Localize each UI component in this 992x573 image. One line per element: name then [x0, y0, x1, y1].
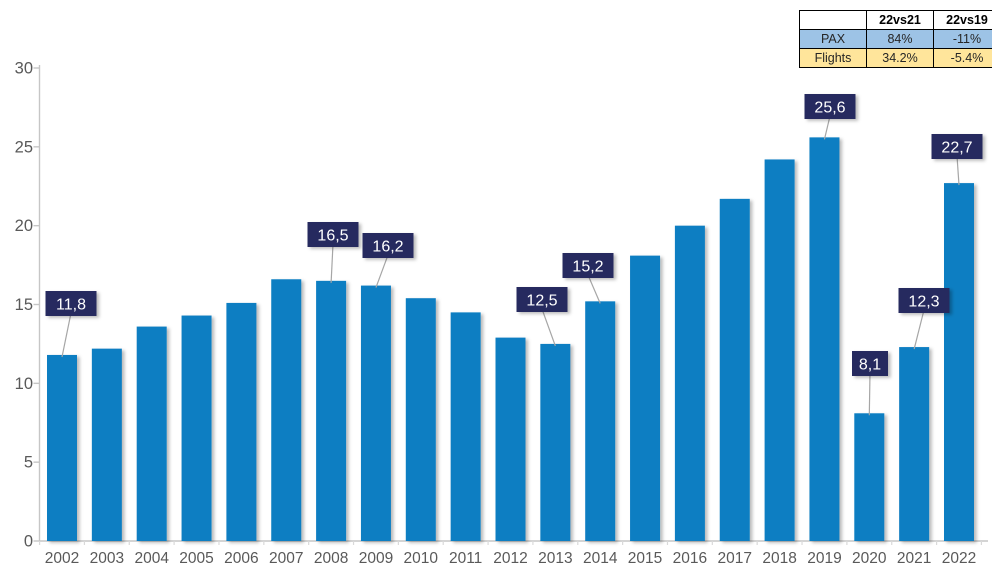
summary-row-pax: PAX 84% -11%: [799, 29, 992, 49]
bar-2006: [226, 302, 257, 541]
data-label-text-2022: 22,7: [941, 140, 972, 157]
x-axis-label: 2016: [673, 550, 707, 567]
y-tick-label: 25: [15, 138, 33, 156]
flights-row-label: Flights: [799, 48, 867, 68]
data-label-box-2009: [362, 233, 414, 258]
data-label-text-2019: 25,6: [814, 100, 845, 117]
leader-line-2020: [868, 372, 871, 416]
x-axis-label: 2009: [359, 550, 393, 567]
flights-22vs19-value: -5.4%: [933, 48, 992, 68]
pax-row-label: PAX: [799, 29, 867, 49]
x-axis-label: 2015: [628, 550, 662, 567]
leader-line-2019: [823, 115, 831, 140]
data-label-box-2022: [931, 134, 983, 159]
x-axis-label: 2020: [852, 550, 887, 567]
data-label-text-2008: 16,5: [317, 228, 348, 245]
data-label-box-2002: [45, 291, 97, 316]
bar-2016: [674, 225, 705, 541]
x-axis-label: 2008: [314, 550, 348, 567]
x-axis-label: 2005: [179, 550, 213, 567]
bar-2018: [764, 159, 795, 542]
pax-22vs19-value: -11%: [933, 29, 992, 49]
x-axis-label: 2013: [538, 550, 572, 567]
x-axis-label: 2002: [45, 550, 79, 567]
x-axis-label: 2011: [449, 550, 482, 567]
x-axis-label: 2018: [762, 550, 796, 567]
x-axis-label: 2004: [134, 550, 169, 567]
data-label-box-2008: [307, 222, 359, 247]
summary-row-flights: Flights 34.2% -5.4%: [799, 48, 992, 68]
y-tick-label: 0: [24, 533, 33, 551]
data-label-text-2020: 8,1: [859, 357, 881, 374]
bar-2008: [316, 280, 347, 541]
data-label-text-2014: 15,2: [572, 259, 603, 276]
y-tick-label: 15: [15, 296, 33, 314]
x-axis-label: 2010: [404, 550, 439, 567]
flights-22vs21-value: 34.2%: [866, 48, 934, 68]
x-axis-label: 2021: [897, 550, 931, 567]
bar-2022: [944, 183, 974, 541]
data-label-box-2019: [804, 94, 856, 119]
pax-22vs21-value: 84%: [866, 29, 934, 49]
bar-2003: [91, 348, 122, 541]
y-tick-label: 20: [15, 217, 33, 235]
bar-2019: [809, 137, 840, 541]
data-label-box-2013: [516, 287, 568, 312]
bar-2015: [630, 255, 661, 541]
bar-2013: [540, 343, 571, 541]
summary-table-header-row: 22vs21 22vs19: [799, 10, 992, 30]
leader-line-2022: [956, 155, 960, 186]
x-axis-label: 2007: [269, 550, 303, 567]
data-label-box-2021: [898, 288, 950, 313]
summary-corner-cell: [799, 10, 867, 30]
summary-table: 22vs21 22vs19 PAX 84% -11% Flights 34.2%…: [799, 10, 992, 68]
y-tick-label: 10: [15, 375, 33, 393]
data-label-box-2014: [562, 253, 614, 278]
x-axis-label: 2022: [942, 550, 976, 567]
bar-2010: [405, 298, 436, 541]
x-axis-label: 2019: [807, 550, 841, 567]
summary-header-22vs21: 22vs21: [866, 10, 934, 30]
bar-2004: [136, 326, 167, 541]
leader-line-2008: [330, 243, 334, 283]
leader-line-2013: [541, 308, 556, 347]
bar-2009: [360, 285, 391, 541]
leader-line-2021: [913, 309, 925, 350]
bar-2014: [585, 301, 616, 541]
y-tick-label: 5: [24, 454, 33, 472]
leader-line-2009: [375, 254, 389, 288]
bar-2021: [899, 347, 930, 541]
data-label-box-2020: [852, 351, 888, 376]
data-label-text-2009: 16,2: [372, 239, 403, 256]
bar-2017: [719, 198, 750, 541]
bar-2002: [47, 354, 77, 541]
x-axis-label: 2012: [493, 550, 527, 567]
x-axis-label: 2003: [90, 550, 124, 567]
data-label-text-2013: 12,5: [526, 293, 557, 310]
x-axis-label: 2014: [583, 550, 618, 567]
bar-2020: [854, 413, 885, 541]
bar-2007: [271, 279, 302, 541]
bar-2005: [181, 315, 212, 541]
x-axis-label: 2006: [224, 550, 258, 567]
leader-line-2014: [587, 274, 601, 304]
bar-2012: [495, 337, 526, 541]
x-axis-label: 2017: [718, 550, 752, 567]
bar-2011: [450, 312, 481, 541]
leader-line-2002: [61, 312, 72, 358]
data-label-text-2021: 12,3: [908, 294, 939, 311]
summary-header-22vs19: 22vs19: [933, 10, 992, 30]
data-label-text-2002: 11,8: [56, 297, 86, 314]
y-tick-label: 30: [15, 60, 33, 78]
